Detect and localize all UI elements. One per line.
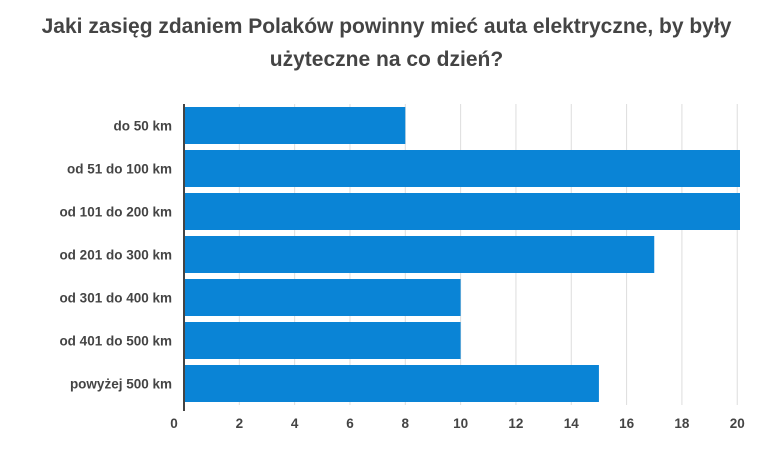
chart-title: Jaki zasięg zdaniem Polaków powinny mieć…: [41, 15, 732, 71]
x-tick-label: 14: [564, 416, 580, 431]
bar: [184, 236, 655, 273]
bar: [184, 279, 461, 316]
category-label: od 301 do 400 km: [59, 291, 172, 306]
x-tick-label: 20: [730, 416, 745, 431]
x-tick-label: 8: [402, 416, 410, 431]
bar: [184, 150, 740, 187]
x-tick-label: 4: [291, 416, 299, 431]
category-label: powyżej 500 km: [70, 377, 172, 392]
category-label: od 101 do 200 km: [59, 205, 172, 220]
category-label: do 50 km: [113, 119, 172, 134]
x-tick-label: 10: [453, 416, 468, 431]
bar: [184, 107, 406, 144]
bar: [184, 193, 740, 230]
x-tick-label: 2: [236, 416, 244, 431]
category-label: od 51 do 100 km: [67, 162, 172, 177]
bar: [184, 365, 599, 402]
bar: [184, 322, 461, 359]
x-tick-label: 0: [170, 416, 178, 431]
category-label: od 401 do 500 km: [59, 334, 172, 349]
category-label: od 201 do 300 km: [59, 248, 172, 263]
x-tick-label: 16: [619, 416, 635, 431]
x-tick-label: 12: [508, 416, 523, 431]
x-tick-label: 6: [346, 416, 354, 431]
x-tick-label: 18: [674, 416, 690, 431]
